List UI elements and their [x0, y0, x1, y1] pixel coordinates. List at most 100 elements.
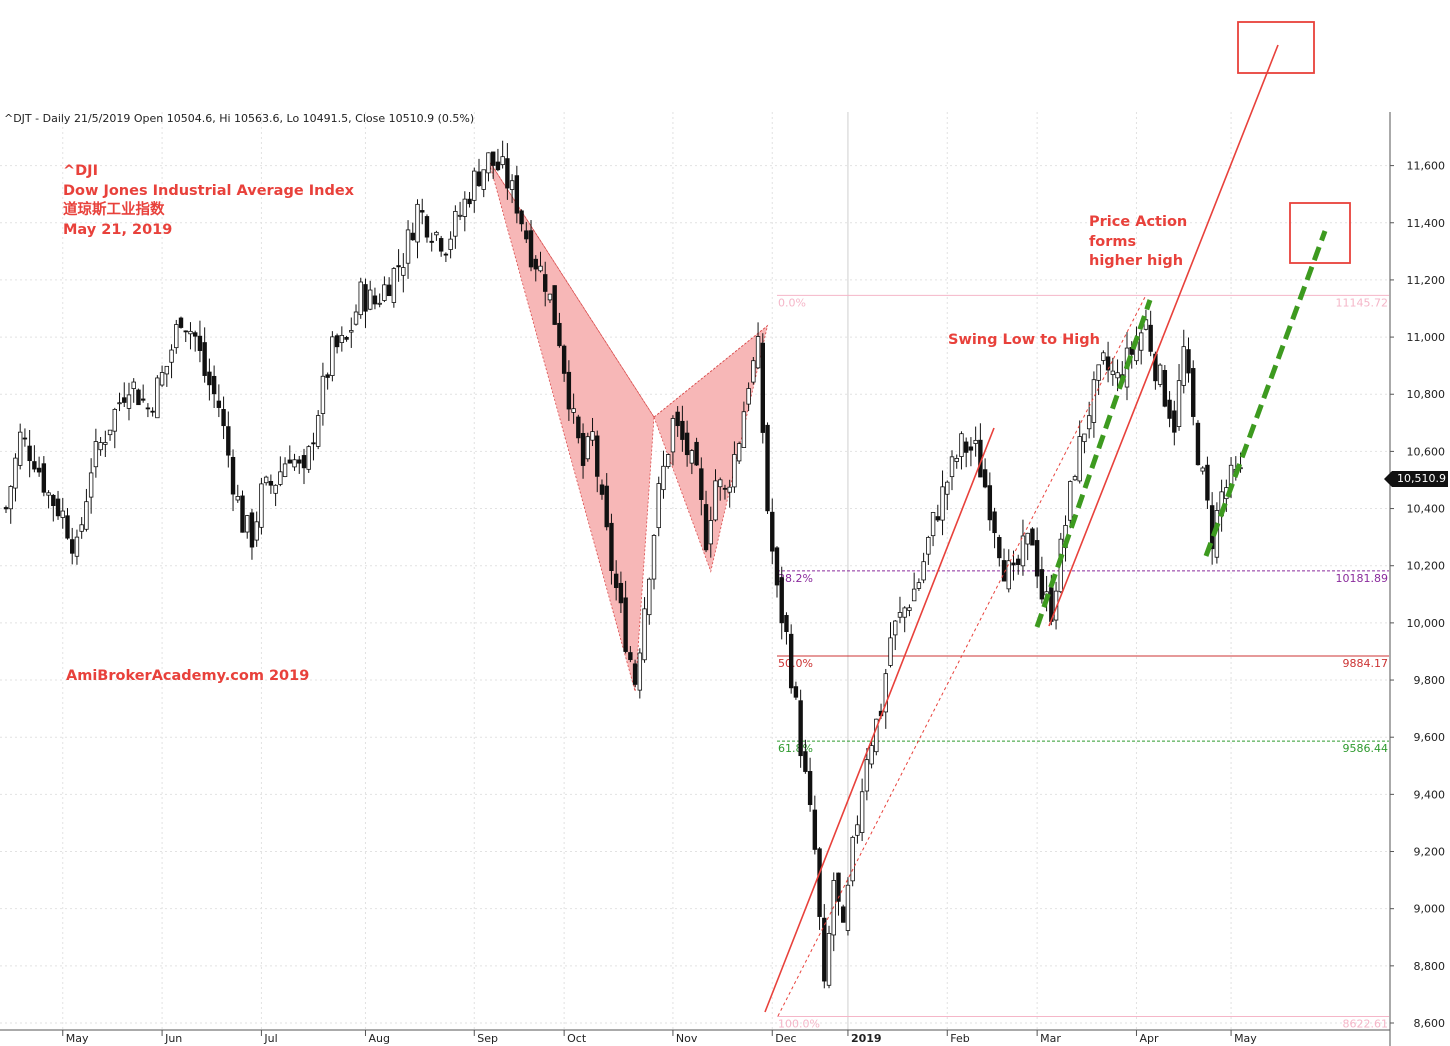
candle-down [476, 171, 482, 187]
candle-up [746, 388, 751, 405]
candle-down [604, 485, 609, 528]
candle-down [1001, 560, 1007, 582]
candle-up [727, 486, 732, 493]
candle-up [382, 284, 387, 301]
candle-down [202, 342, 207, 376]
y-tick-label: 9,800 [1414, 674, 1446, 687]
candle-up [462, 198, 468, 217]
candle-up [131, 381, 136, 389]
price-action-line: Price Action [1089, 214, 1188, 230]
candle-down [609, 522, 614, 571]
candle-up [273, 484, 278, 494]
fib-level-percent: 61.8% [778, 742, 813, 755]
candle-up [585, 436, 590, 460]
candle-down [595, 435, 600, 477]
candle-down [424, 216, 430, 238]
candle-down [992, 511, 997, 534]
y-tick-label: 10,200 [1407, 560, 1446, 573]
candle-up [897, 612, 903, 618]
candle-up [46, 492, 51, 496]
candle-up [670, 418, 676, 453]
candle-up [916, 582, 922, 589]
candle-up [1101, 352, 1106, 361]
candle-up [1006, 560, 1011, 590]
candle-up [661, 465, 666, 491]
candle-up [732, 454, 737, 488]
candle-up [666, 454, 671, 467]
candle-up [1181, 346, 1186, 386]
candle-up [330, 336, 335, 376]
candle-down [240, 495, 245, 533]
candle-up [349, 330, 354, 333]
candle-down [680, 420, 685, 440]
candle-down [1011, 562, 1016, 566]
candle-up [74, 536, 80, 557]
candle-up [751, 360, 756, 383]
candle-down [524, 230, 529, 240]
candle-up [1110, 370, 1116, 375]
candle-up [509, 180, 515, 190]
candle-up [292, 459, 297, 468]
y-tick-label: 11,200 [1407, 274, 1446, 287]
candle-down [557, 322, 562, 347]
candle-down [122, 397, 127, 403]
candle-down [543, 274, 548, 292]
candle-down [987, 485, 993, 521]
y-tick-label: 10,000 [1407, 617, 1446, 630]
candle-up [377, 302, 382, 305]
candle-up [117, 402, 122, 405]
candle-down [410, 232, 415, 241]
candle-up [401, 267, 406, 276]
candle-down [1209, 505, 1215, 550]
candle-down [722, 487, 728, 490]
y-tick-label: 9,400 [1414, 788, 1446, 801]
candle-up [864, 759, 870, 792]
candle-down [27, 445, 32, 462]
candle-down [798, 700, 803, 757]
candle-down [420, 210, 425, 213]
candle-up [278, 471, 283, 485]
candle-down [1172, 410, 1177, 433]
x-tick-label: Mar [1040, 1032, 1061, 1045]
candle-up [1115, 372, 1120, 379]
green-trend-1 [1034, 299, 1153, 628]
candle-down [566, 371, 572, 410]
candle-up [911, 588, 917, 602]
last-price-badge: 10,510.9 [1384, 471, 1448, 487]
candle-down [982, 469, 988, 488]
candle-down [438, 238, 444, 252]
candle-down [495, 161, 501, 171]
candle-up [88, 472, 94, 498]
candle-down [817, 848, 822, 917]
candle-up [1086, 415, 1092, 430]
candle-down [770, 511, 775, 552]
fib-level-percent: 0.0% [778, 296, 806, 309]
candle-up [358, 281, 363, 316]
y-tick-label: 9,600 [1414, 731, 1446, 744]
candle-up [259, 483, 264, 528]
candle-down [580, 432, 586, 466]
candle-up [949, 456, 955, 478]
candle-up [741, 411, 747, 448]
candle-down [963, 441, 969, 453]
chart-header: ^DJT - Daily 21/5/2019 Open 10504.6, Hi … [4, 112, 475, 125]
candle-up [902, 607, 907, 618]
x-tick-label: Apr [1139, 1032, 1159, 1045]
candle-down [774, 547, 780, 586]
candle-up [1157, 364, 1163, 385]
candle-down [136, 389, 141, 406]
candle-down [211, 375, 217, 395]
x-tick-label: Aug [368, 1032, 389, 1045]
candle-down [145, 407, 151, 410]
candle-up [320, 375, 326, 414]
x-tick-label: May [66, 1032, 89, 1045]
candle-down [221, 409, 226, 427]
candle-up [689, 450, 695, 464]
candle-up [926, 536, 931, 555]
candle-up [481, 169, 486, 190]
candle-down [765, 424, 770, 512]
candle-up [174, 324, 179, 349]
candle-down [197, 335, 203, 351]
candle-up [538, 265, 543, 272]
title-line: May 21, 2019 [63, 221, 173, 238]
